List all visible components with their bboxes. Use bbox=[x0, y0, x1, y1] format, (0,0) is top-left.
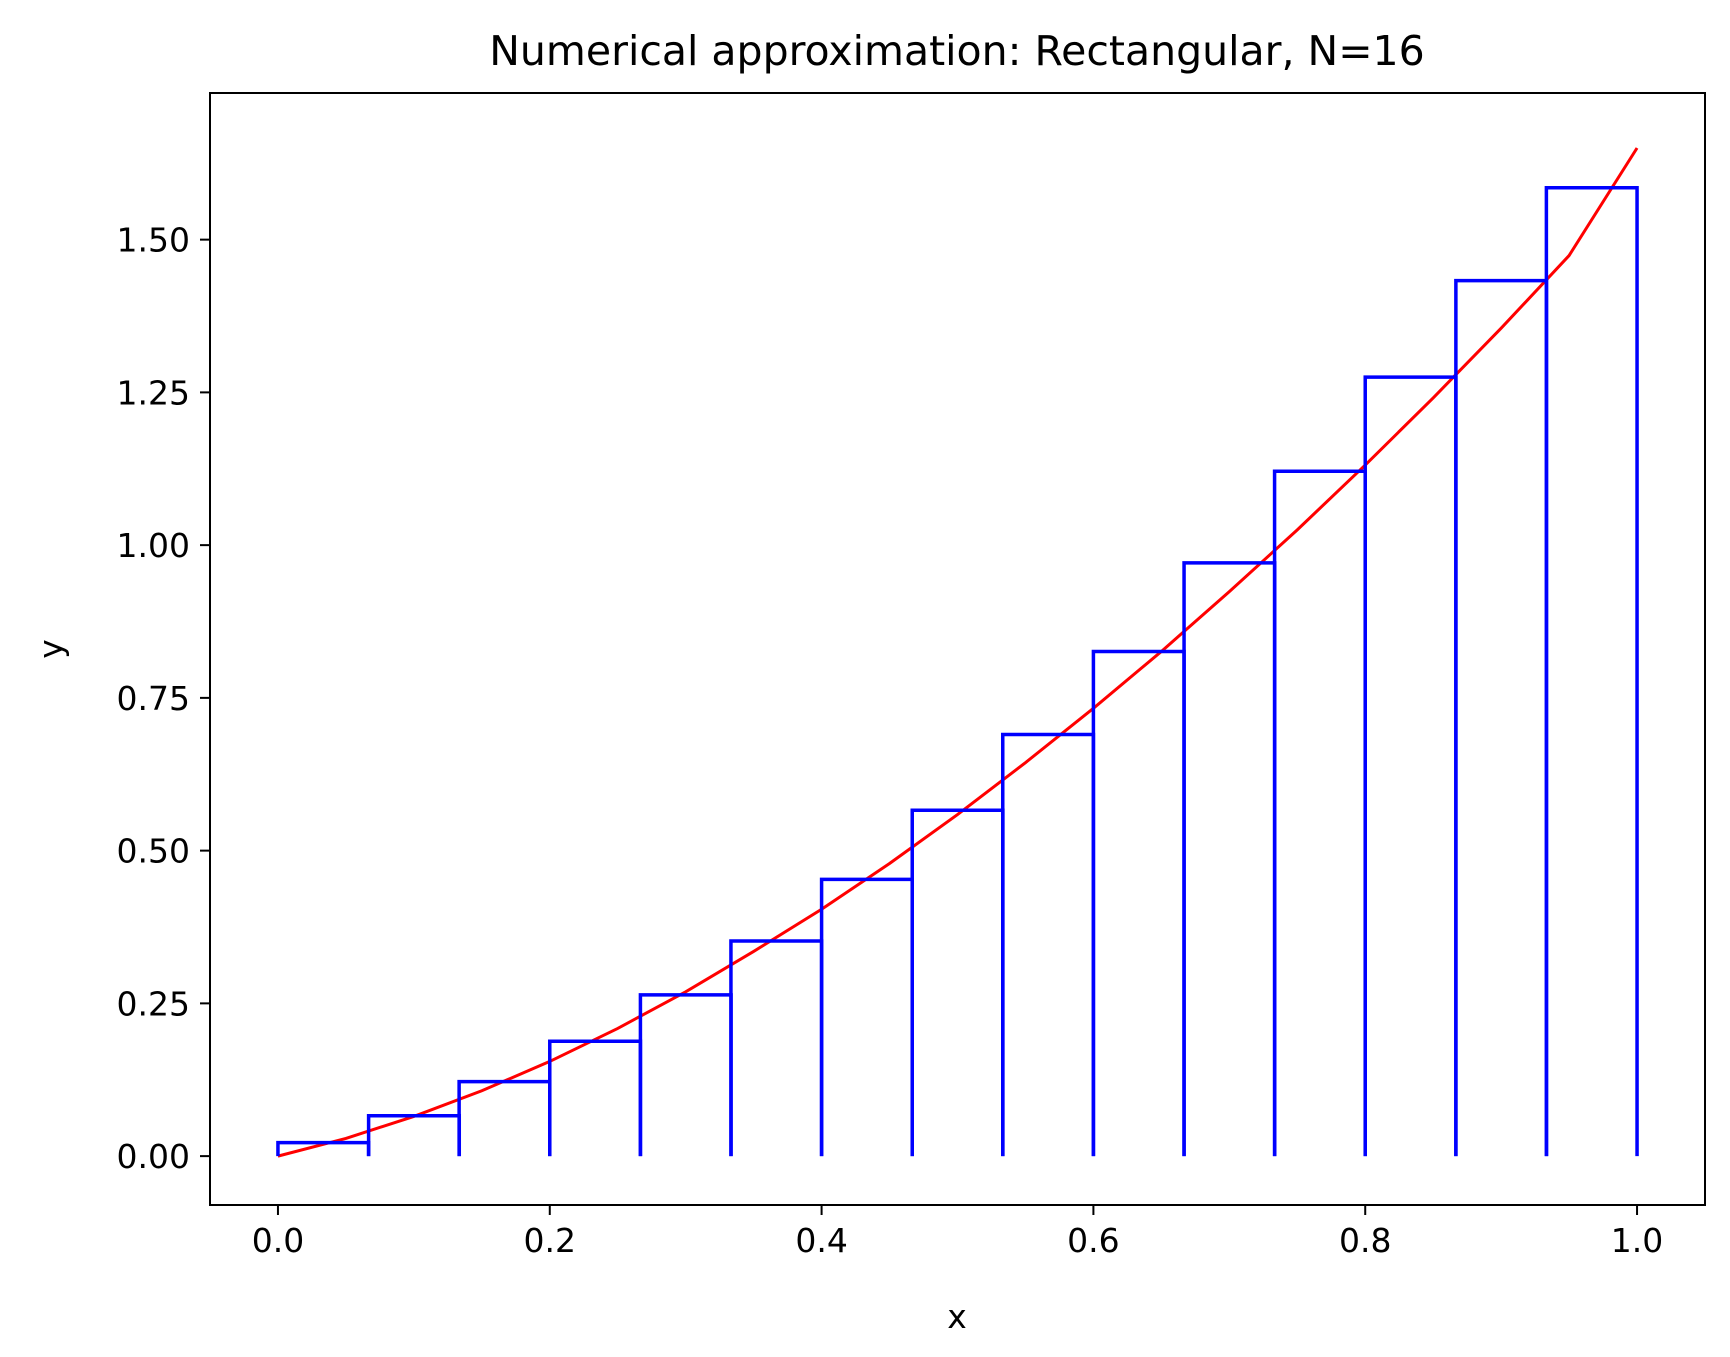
y-tick-label: 1.00 bbox=[117, 526, 190, 565]
x-tick-label: 0.4 bbox=[795, 1221, 847, 1260]
x-tick-label: 0.6 bbox=[1067, 1221, 1119, 1260]
y-axis: 0.00 0.25 0.50 0.75 1.00 1.25 1.50 bbox=[117, 221, 210, 1176]
y-tick-label: 0.75 bbox=[117, 679, 190, 718]
y-tick-label: 1.50 bbox=[117, 221, 190, 260]
x-axis: 0.0 0.2 0.4 0.6 0.8 1.0 bbox=[252, 1205, 1663, 1260]
x-axis-label: x bbox=[947, 1297, 967, 1336]
axes-frame bbox=[209, 92, 1706, 1206]
chart-title: Numerical approximation: Rectangular, N=… bbox=[489, 27, 1424, 75]
x-tick-label: 0.2 bbox=[524, 1221, 576, 1260]
x-tick-label: 0.0 bbox=[252, 1221, 304, 1260]
plot-area bbox=[210, 93, 1705, 1205]
x-tick-label: 0.8 bbox=[1339, 1221, 1391, 1260]
y-tick-label: 0.25 bbox=[117, 984, 190, 1023]
rectangle-15 bbox=[1544, 185, 1639, 1157]
y-axis-label: y bbox=[31, 639, 70, 659]
y-tick-label: 1.25 bbox=[117, 373, 190, 412]
rectangles-layer bbox=[276, 185, 1639, 1157]
y-tick-label: 0.00 bbox=[117, 1137, 190, 1176]
x-tick-label: 1.0 bbox=[1611, 1221, 1663, 1260]
y-tick-label: 0.50 bbox=[117, 832, 190, 871]
